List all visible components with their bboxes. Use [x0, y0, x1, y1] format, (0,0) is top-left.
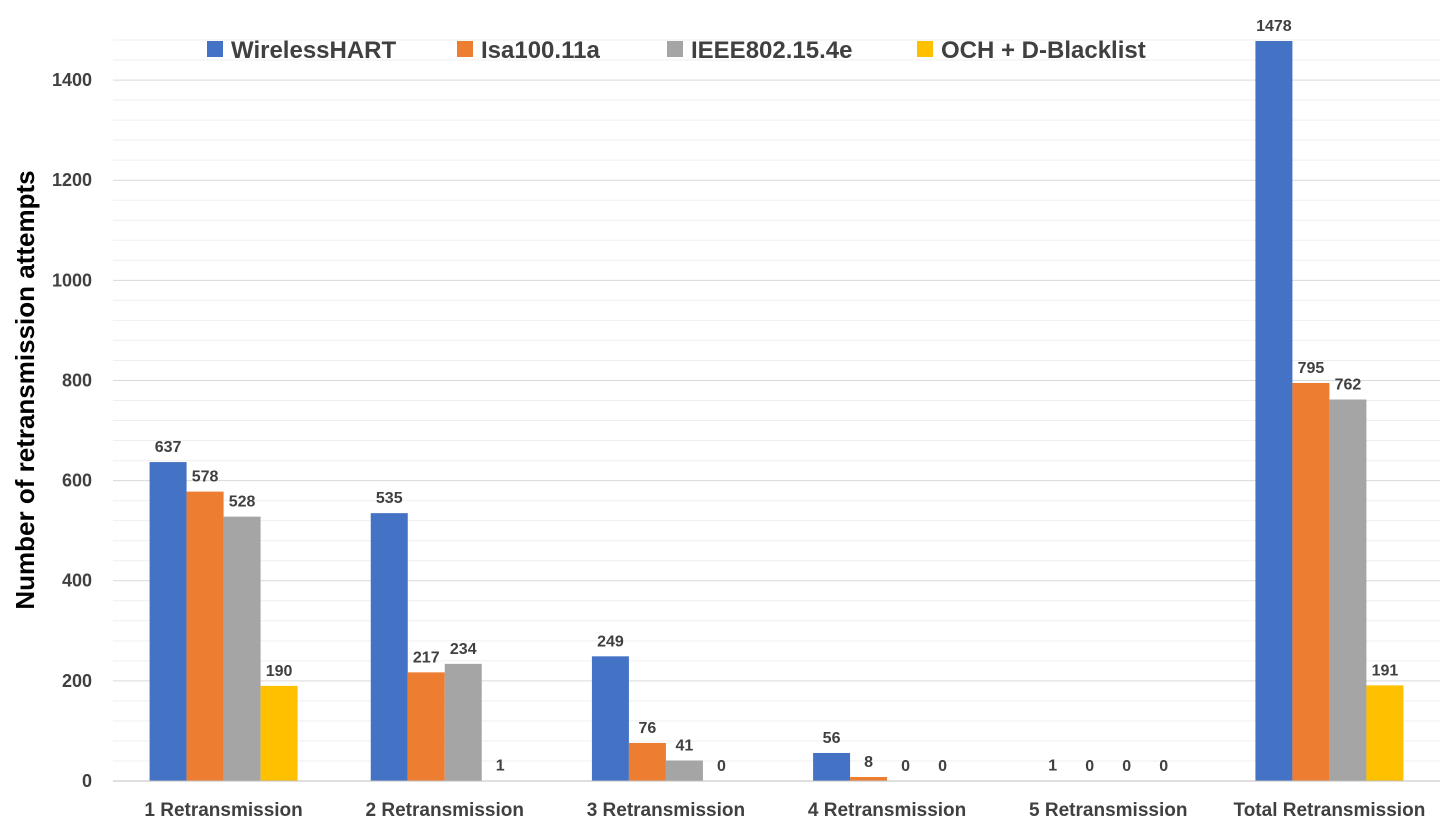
- bar: [186, 491, 224, 781]
- data-label: 0: [717, 758, 726, 775]
- y-axis: 0 200 400 600 800 1000 1200 1400: [52, 70, 92, 791]
- bar: [591, 656, 629, 781]
- data-label: 8: [864, 754, 873, 771]
- bar: [370, 513, 408, 781]
- data-label: 0: [901, 758, 910, 775]
- x-tick-label: Total Retransmission: [1234, 800, 1426, 821]
- data-label: 795: [1298, 360, 1325, 377]
- gridlines: [113, 39, 1440, 762]
- data-label: 1: [496, 757, 505, 774]
- data-label: 0: [1159, 758, 1168, 775]
- y-tick-label: 1400: [52, 70, 92, 90]
- bar: [223, 516, 261, 781]
- bar: [444, 663, 482, 781]
- x-tick-label: 1 Retransmission: [144, 800, 302, 821]
- x-tick-label: 5 Retransmission: [1029, 800, 1187, 821]
- legend-swatch: [917, 41, 933, 57]
- legend: WirelessHART Isa100.11a IEEE802.15.4e OCH +…: [207, 37, 1146, 64]
- data-label: 191: [1372, 662, 1399, 679]
- data-label: 41: [676, 737, 694, 754]
- data-label: 578: [192, 469, 219, 486]
- bar: [813, 752, 851, 781]
- bar: [149, 462, 187, 781]
- legend-swatch: [667, 41, 683, 57]
- data-label: 0: [1085, 758, 1094, 775]
- x-axis: 1 Retransmission 2 Retransmission 3 Retran…: [113, 780, 1440, 821]
- data-label: 56: [823, 730, 841, 747]
- bar: [628, 742, 666, 781]
- bar: [1255, 41, 1293, 782]
- data-label: 249: [597, 633, 624, 650]
- data-label: 1: [1048, 757, 1057, 774]
- y-tick-label: 1000: [52, 270, 92, 290]
- data-label: 637: [155, 439, 182, 456]
- y-tick-label: 1200: [52, 170, 92, 190]
- data-label: 234: [450, 641, 477, 658]
- legend-swatch: [207, 41, 223, 57]
- bar: [1292, 382, 1330, 781]
- x-tick-label: 4 Retransmission: [808, 800, 966, 821]
- bars: [149, 41, 1404, 782]
- y-tick-label: 400: [62, 571, 92, 591]
- bar: [407, 672, 445, 781]
- legend-label: OCH + D-Blacklist: [941, 37, 1146, 64]
- bar: [1366, 685, 1404, 781]
- y-tick-label: 0: [82, 771, 92, 791]
- y-tick-label: 600: [62, 471, 92, 491]
- data-label: 528: [229, 494, 256, 511]
- data-label: 190: [266, 663, 293, 680]
- bar: [260, 685, 298, 781]
- data-label: 1478: [1256, 18, 1292, 35]
- x-tick-label: 2 Retransmission: [366, 800, 524, 821]
- data-label: 217: [413, 649, 440, 666]
- legend-swatch: [457, 41, 473, 57]
- x-tick-label: 3 Retransmission: [587, 800, 745, 821]
- data-labels: 637 578 528 190 535 217 234 1 249 76 41 0 56 8 0 0 1 0 0 0 1…: [155, 18, 1399, 775]
- data-label: 0: [1122, 758, 1131, 775]
- y-tick-label: 800: [62, 370, 92, 390]
- data-label: 0: [938, 758, 947, 775]
- bar: [1329, 399, 1367, 781]
- y-axis-title: Number of retransmission attempts: [10, 170, 40, 609]
- legend-label: WirelessHART: [231, 37, 397, 64]
- data-label: 535: [376, 490, 403, 507]
- legend-label: IEEE802.15.4e: [691, 37, 852, 64]
- data-label: 76: [639, 720, 657, 737]
- legend-label: Isa100.11a: [481, 37, 600, 64]
- data-label: 762: [1335, 376, 1362, 393]
- y-tick-label: 200: [62, 671, 92, 691]
- bar: [665, 760, 703, 781]
- bar: [850, 776, 888, 781]
